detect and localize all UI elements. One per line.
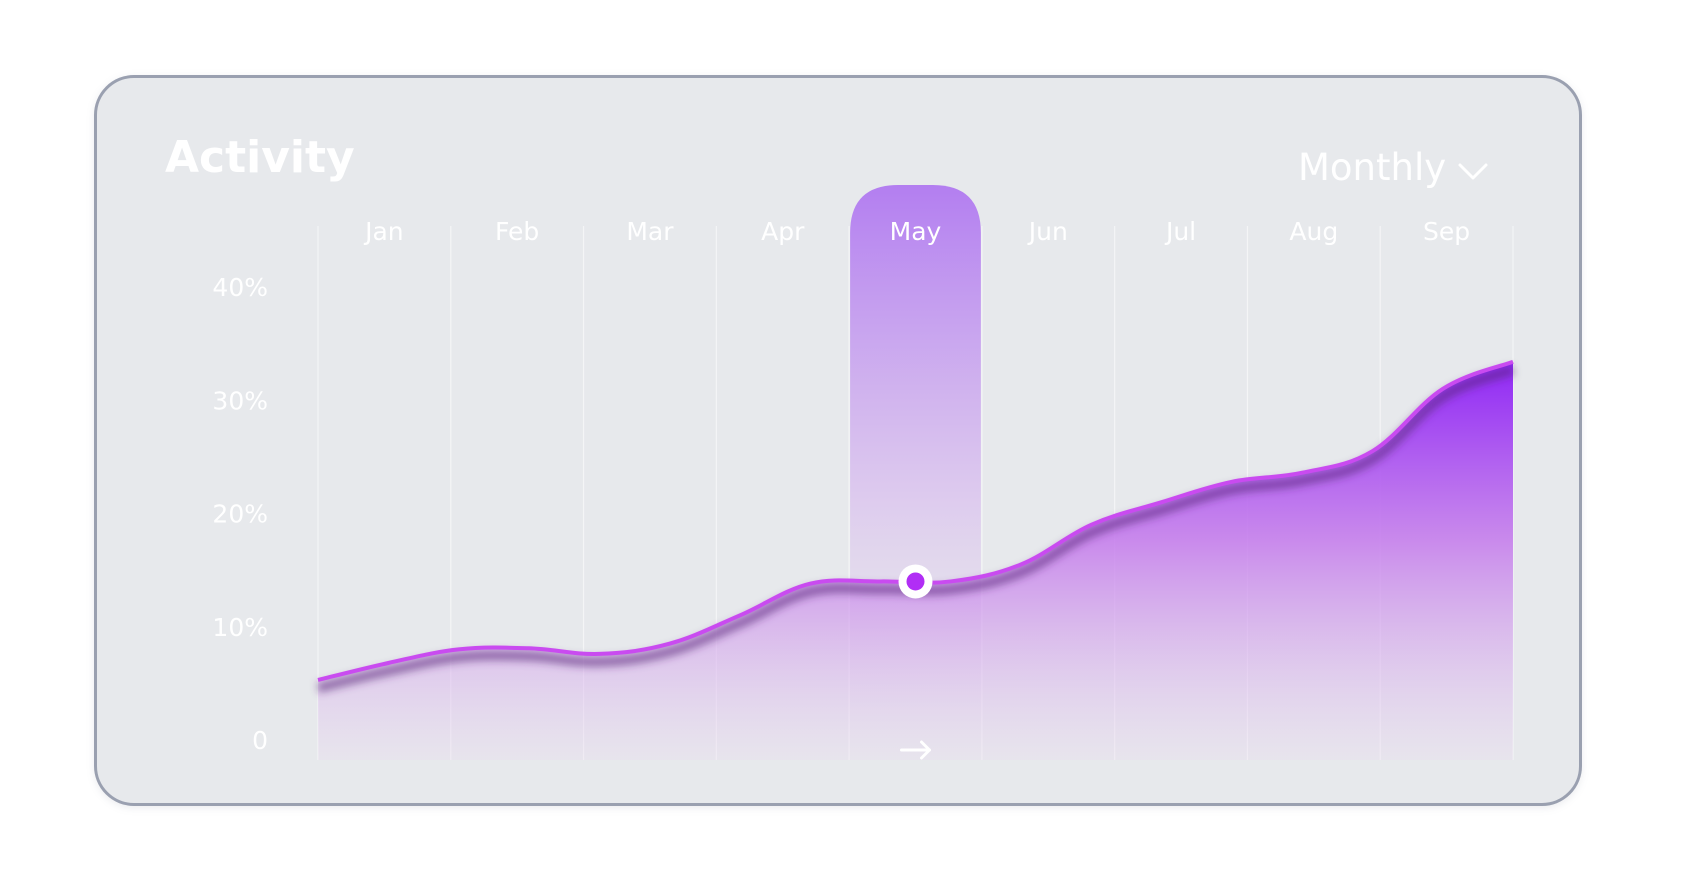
x-tick-label-aug: Aug [1289, 217, 1338, 246]
x-tick-label-jun: Jun [1027, 217, 1068, 246]
x-tick-label-jan: Jan [363, 217, 404, 246]
y-tick-label: 20% [212, 500, 268, 529]
x-tick-label-may: May [890, 217, 942, 246]
highlight-point [906, 572, 925, 591]
x-tick-label-sep: Sep [1423, 217, 1470, 246]
x-tick-label-mar: Mar [626, 217, 674, 246]
period-selected-value: Monthly [1298, 145, 1447, 189]
y-tick-label: 40% [212, 273, 268, 302]
card-title: Activity [165, 132, 355, 183]
x-tick-label-apr: Apr [761, 217, 805, 246]
x-tick-label-feb: Feb [495, 217, 539, 246]
x-tick-label-jul: Jul [1164, 217, 1196, 246]
y-tick-label: 0 [252, 726, 268, 755]
y-tick-label: 30% [212, 386, 268, 415]
period-dropdown[interactable]: Monthly [1298, 140, 1490, 194]
arrow-right-icon [900, 740, 931, 760]
chevron-down-icon [1458, 163, 1488, 180]
y-tick-label: 10% [212, 613, 268, 642]
